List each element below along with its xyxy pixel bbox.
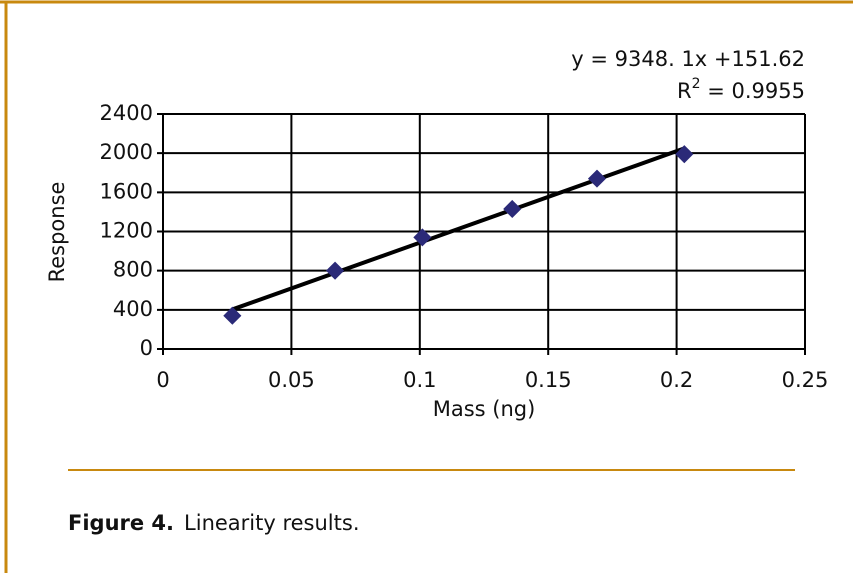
y-tick-label: 1600 — [100, 179, 153, 203]
trendline — [231, 146, 685, 312]
data-point — [413, 228, 432, 247]
y-tick-label: 400 — [113, 297, 153, 321]
r2-exponent: 2 — [692, 76, 701, 92]
x-tick-label: 0 — [156, 368, 169, 392]
data-point — [223, 306, 242, 325]
x-tick-label: 0.2 — [660, 368, 693, 392]
x-tick-label: 0.15 — [525, 368, 572, 392]
r2-rest: = 0.9955 — [701, 79, 805, 103]
r2-base: R — [677, 79, 692, 103]
r-squared: R2 = 0.9955 — [677, 76, 805, 103]
x-tick-label: 0.25 — [782, 368, 829, 392]
y-tick-label: 800 — [113, 258, 153, 282]
data-point — [587, 169, 607, 188]
y-tick-label: 2000 — [100, 140, 153, 164]
y-axis-label: Response — [45, 182, 69, 283]
y-tick-label: 0 — [140, 336, 153, 360]
equation: y = 9348. 1x +151.62 — [571, 47, 805, 71]
y-tick-label: 1200 — [100, 219, 153, 243]
data-point — [325, 261, 345, 280]
x-tick-label: 0.1 — [403, 368, 436, 392]
caption: Figure 4. Linearity results. — [68, 511, 360, 535]
data-point — [675, 145, 694, 164]
caption-label: Figure 4. — [68, 511, 174, 535]
data-point — [503, 199, 522, 219]
caption-text: Linearity results. — [184, 511, 359, 535]
x-axis-label: Mass (ng) — [433, 397, 536, 421]
y-tick-label: 2400 — [100, 101, 153, 125]
x-tick-label: 0.05 — [268, 368, 315, 392]
